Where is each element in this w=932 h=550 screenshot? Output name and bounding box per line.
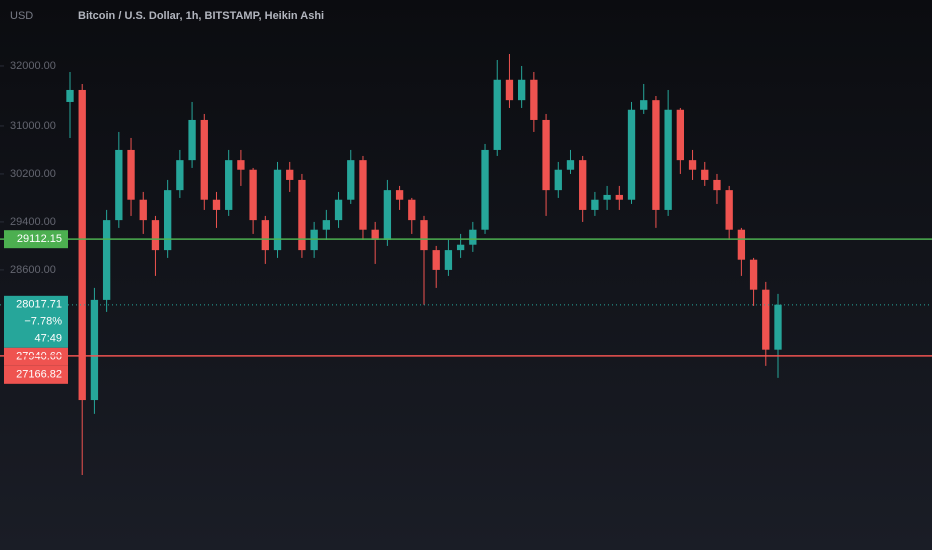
candle-body [713, 179, 721, 191]
candle-body [395, 190, 404, 200]
candle-body [78, 89, 86, 401]
candle-body [579, 160, 587, 210]
candle-body [566, 160, 575, 170]
candle-body [237, 160, 245, 170]
candle-body [102, 220, 111, 300]
price-label: 28017.71 [16, 299, 62, 311]
candle-body [456, 244, 465, 251]
candle-body [554, 169, 562, 191]
candle-body [383, 190, 392, 240]
y-tick-label: 28600.00 [10, 264, 56, 276]
candle-body [774, 304, 782, 350]
price-label-box [4, 365, 68, 384]
candle-body [615, 194, 623, 200]
plot: 32000.00 31000.00 30200.00 29400.00 28600.00 [0, 60, 56, 276]
candle-body [420, 220, 428, 251]
candle-body [371, 229, 379, 240]
price-label: 29112.15 [17, 233, 62, 245]
candle-body [90, 299, 99, 401]
candle-body [725, 190, 733, 230]
candle-body [591, 199, 599, 210]
candle-body [359, 160, 367, 230]
candle-body [640, 100, 648, 110]
candle-body [249, 169, 257, 221]
candle-body [115, 149, 123, 221]
candle-body [200, 119, 208, 200]
candle-body [139, 199, 147, 221]
candle-body [676, 109, 685, 161]
candle-body [408, 199, 416, 221]
candle-body [469, 229, 477, 245]
y-tick-label: 31000.00 [10, 120, 56, 132]
candle-body [481, 149, 489, 230]
candle-body [701, 169, 709, 180]
candle-body [737, 229, 746, 260]
candle-body [322, 220, 331, 230]
candle-body [505, 79, 514, 101]
chart-title: Bitcoin / U.S. Dollar, 1h, BITSTAMP, Hei… [78, 10, 324, 22]
candle-body [603, 194, 611, 200]
candle-body [444, 250, 453, 270]
price-label: −7.78% [24, 316, 62, 328]
candle-body [225, 160, 233, 210]
price-label-box [4, 230, 68, 249]
candle-body [127, 149, 135, 200]
y-tick-label: 29400.00 [10, 216, 56, 228]
candle-body [627, 109, 636, 200]
candle-body [212, 199, 221, 210]
candle-body [688, 160, 697, 170]
price-label: 27940.60 [16, 351, 62, 363]
currency-label: USD [10, 10, 33, 22]
price-label: 27166.82 [16, 369, 62, 381]
candle-body [66, 89, 74, 102]
price-label: 47:49 [34, 333, 62, 345]
candle-body [530, 79, 538, 120]
candle-body [261, 220, 269, 251]
candle-body [542, 119, 550, 191]
candle-body [652, 100, 660, 210]
candle-body [163, 190, 172, 251]
candle-body [749, 259, 758, 290]
candle-body [517, 79, 526, 101]
price-label-box [4, 347, 68, 366]
candle-body [298, 179, 306, 251]
candle-body [432, 250, 440, 270]
candle-body [176, 160, 184, 191]
y-tick-label: 32000.00 [10, 60, 56, 72]
candle-body [334, 199, 343, 221]
price-label-box [4, 295, 68, 348]
candle-body [347, 160, 355, 200]
candle-body [664, 109, 672, 210]
candle-body [762, 289, 770, 350]
candle-body [188, 119, 196, 161]
candle-body [493, 79, 501, 150]
y-tick-label: 30200.00 [10, 168, 56, 180]
candle-body [273, 169, 282, 251]
candle-body [286, 169, 294, 180]
candle-body [151, 220, 160, 251]
